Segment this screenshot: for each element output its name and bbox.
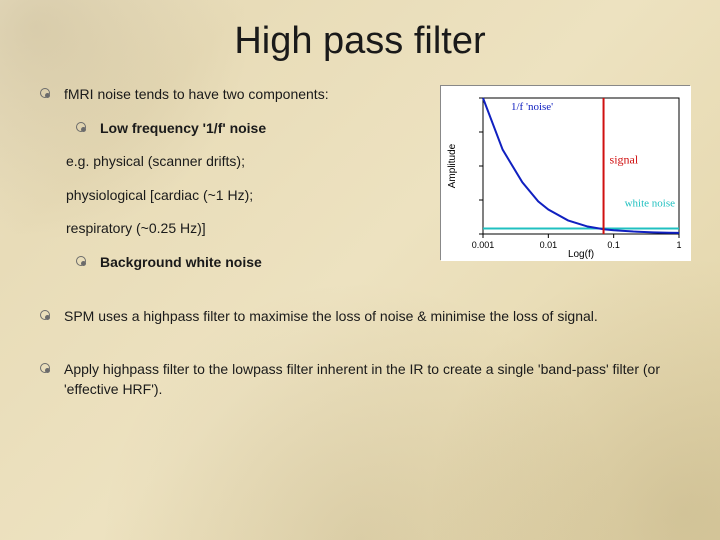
text-physiological: physiological [cardiac (~1 Hz); xyxy=(66,186,440,206)
svg-text:1: 1 xyxy=(676,240,681,250)
bullet-text: Background white noise xyxy=(100,253,440,273)
svg-text:Log(f): Log(f) xyxy=(568,249,594,260)
bullet-text: fMRI noise tends to have two components: xyxy=(64,85,440,105)
bullet-components: fMRI noise tends to have two components: xyxy=(40,85,440,105)
svg-text:1/f 'noise': 1/f 'noise' xyxy=(511,101,553,113)
svg-text:white noise: white noise xyxy=(625,198,676,210)
spacer xyxy=(40,287,680,307)
svg-text:0.1: 0.1 xyxy=(607,240,620,250)
bullet-text: SPM uses a highpass filter to maximise t… xyxy=(64,307,680,327)
svg-text:signal: signal xyxy=(610,152,639,166)
bullet-icon xyxy=(40,363,50,373)
bullet-icon xyxy=(76,122,86,132)
text-physical: e.g. physical (scanner drifts); xyxy=(66,152,440,172)
left-column: fMRI noise tends to have two components:… xyxy=(40,85,440,273)
slide: High pass filter fMRI noise tends to hav… xyxy=(0,0,720,540)
bullet-text: Apply highpass filter to the lowpass fil… xyxy=(64,360,680,399)
bullet-icon xyxy=(40,88,50,98)
noise-spectrum-chart: 0.001 0.01 0.1 1 Log(f) Amplitude white noise 1… xyxy=(440,85,690,260)
bullet-low-freq: Low frequency '1/f' noise xyxy=(76,119,440,139)
bullet-text: Low frequency '1/f' noise xyxy=(100,119,440,139)
svg-text:0.01: 0.01 xyxy=(540,240,558,250)
content-area: fMRI noise tends to have two components:… xyxy=(40,85,680,399)
text-respiratory: respiratory (~0.25 Hz)] xyxy=(66,219,440,239)
svg-text:Amplitude: Amplitude xyxy=(447,143,458,188)
bullet-spm: SPM uses a highpass filter to maximise t… xyxy=(40,307,680,327)
bullet-white-noise: Background white noise xyxy=(76,253,440,273)
svg-text:0.001: 0.001 xyxy=(472,240,495,250)
bullet-icon xyxy=(40,310,50,320)
spacer xyxy=(40,340,680,360)
chart-svg: 0.001 0.01 0.1 1 Log(f) Amplitude white noise 1… xyxy=(441,86,691,261)
bullet-icon xyxy=(76,256,86,266)
bullet-apply: Apply highpass filter to the lowpass fil… xyxy=(40,360,680,399)
slide-title: High pass filter xyxy=(40,20,680,63)
